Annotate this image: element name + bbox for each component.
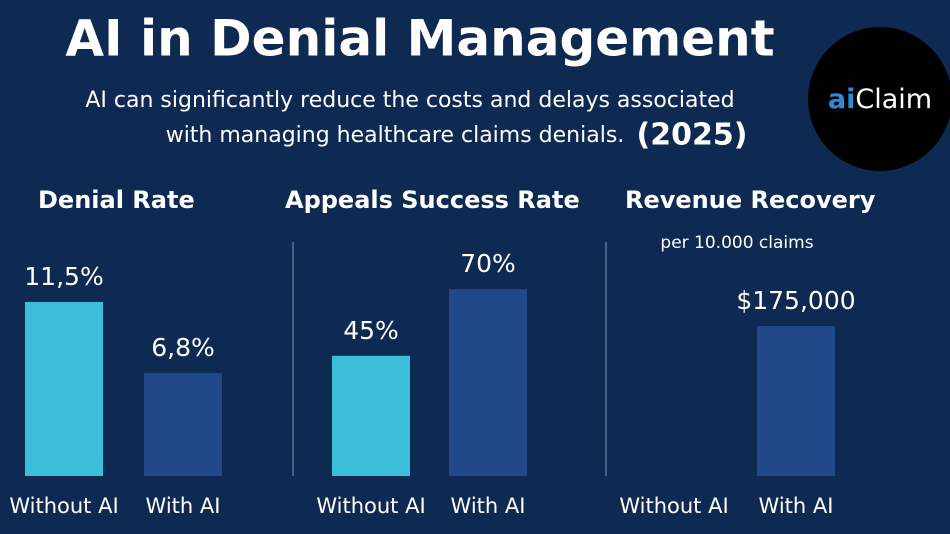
- category-label: Without AI: [9, 494, 118, 518]
- chart-title: Appeals Success Rate: [285, 186, 580, 214]
- chart-title: Denial Rate: [38, 186, 195, 214]
- title: AI in Denial Management: [65, 10, 774, 68]
- category-label: With AI: [146, 494, 221, 518]
- year: (2025): [637, 118, 748, 153]
- value-label: 11,5%: [24, 262, 103, 291]
- bar: [144, 373, 222, 476]
- subtitle-line: AI can significantly reduce the costs an…: [85, 88, 734, 113]
- value-label: 70%: [460, 249, 516, 278]
- bar: [757, 326, 835, 476]
- value-label: 45%: [343, 316, 399, 345]
- subtitle-line: with managing healthcare claims denials.: [166, 123, 625, 148]
- bar: [25, 301, 103, 476]
- category-label: Without AI: [316, 494, 425, 518]
- bar: [332, 355, 410, 476]
- bar: [449, 289, 527, 476]
- logo-circle: [808, 27, 950, 171]
- chart-subtitle: per 10.000 claims: [660, 233, 813, 253]
- chart-title: Revenue Recovery: [625, 186, 876, 214]
- logo-text: aiClaim: [828, 84, 932, 115]
- value-label: $175,000: [736, 286, 855, 315]
- logo-name: Claim: [855, 84, 932, 115]
- value-label: 6,8%: [151, 333, 215, 362]
- category-label: Without AI: [619, 494, 728, 518]
- category-label: With AI: [759, 494, 834, 518]
- category-label: With AI: [451, 494, 526, 518]
- logo-prefix: ai: [828, 84, 855, 115]
